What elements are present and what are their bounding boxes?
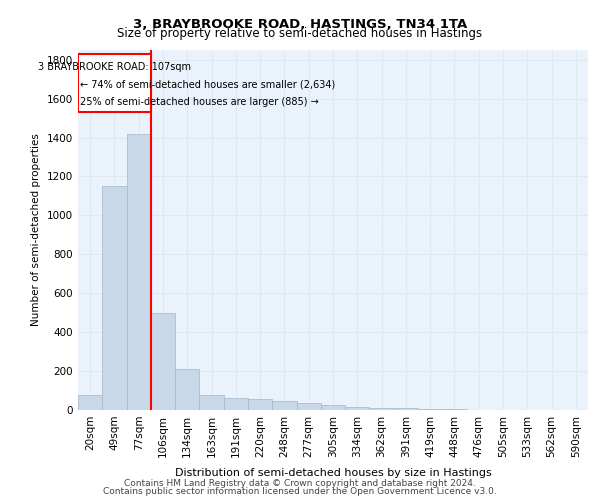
Bar xyxy=(175,369,199,410)
Bar xyxy=(224,398,248,410)
Bar xyxy=(418,409,442,410)
Bar xyxy=(321,405,345,410)
Bar xyxy=(345,407,370,410)
Bar xyxy=(102,186,127,410)
Bar xyxy=(296,403,321,410)
Bar xyxy=(199,396,224,410)
Text: Contains public sector information licensed under the Open Government Licence v3: Contains public sector information licen… xyxy=(103,487,497,496)
Bar xyxy=(248,400,272,410)
Bar xyxy=(127,134,151,410)
Text: Contains HM Land Registry data © Crown copyright and database right 2024.: Contains HM Land Registry data © Crown c… xyxy=(124,478,476,488)
Text: 3, BRAYBROOKE ROAD, HASTINGS, TN34 1TA: 3, BRAYBROOKE ROAD, HASTINGS, TN34 1TA xyxy=(133,18,467,30)
FancyBboxPatch shape xyxy=(78,54,151,112)
Text: Size of property relative to semi-detached houses in Hastings: Size of property relative to semi-detach… xyxy=(118,28,482,40)
X-axis label: Distribution of semi-detached houses by size in Hastings: Distribution of semi-detached houses by … xyxy=(175,468,491,478)
Bar xyxy=(272,401,296,410)
Text: ← 74% of semi-detached houses are smaller (2,634): ← 74% of semi-detached houses are smalle… xyxy=(80,79,335,89)
Text: 3 BRAYBROOKE ROAD: 107sqm: 3 BRAYBROOKE ROAD: 107sqm xyxy=(38,62,191,72)
Y-axis label: Number of semi-detached properties: Number of semi-detached properties xyxy=(31,134,41,326)
Bar xyxy=(151,312,175,410)
Bar xyxy=(370,408,394,410)
Bar xyxy=(394,408,418,410)
Text: 25% of semi-detached houses are larger (885) →: 25% of semi-detached houses are larger (… xyxy=(80,96,319,106)
Bar xyxy=(78,396,102,410)
